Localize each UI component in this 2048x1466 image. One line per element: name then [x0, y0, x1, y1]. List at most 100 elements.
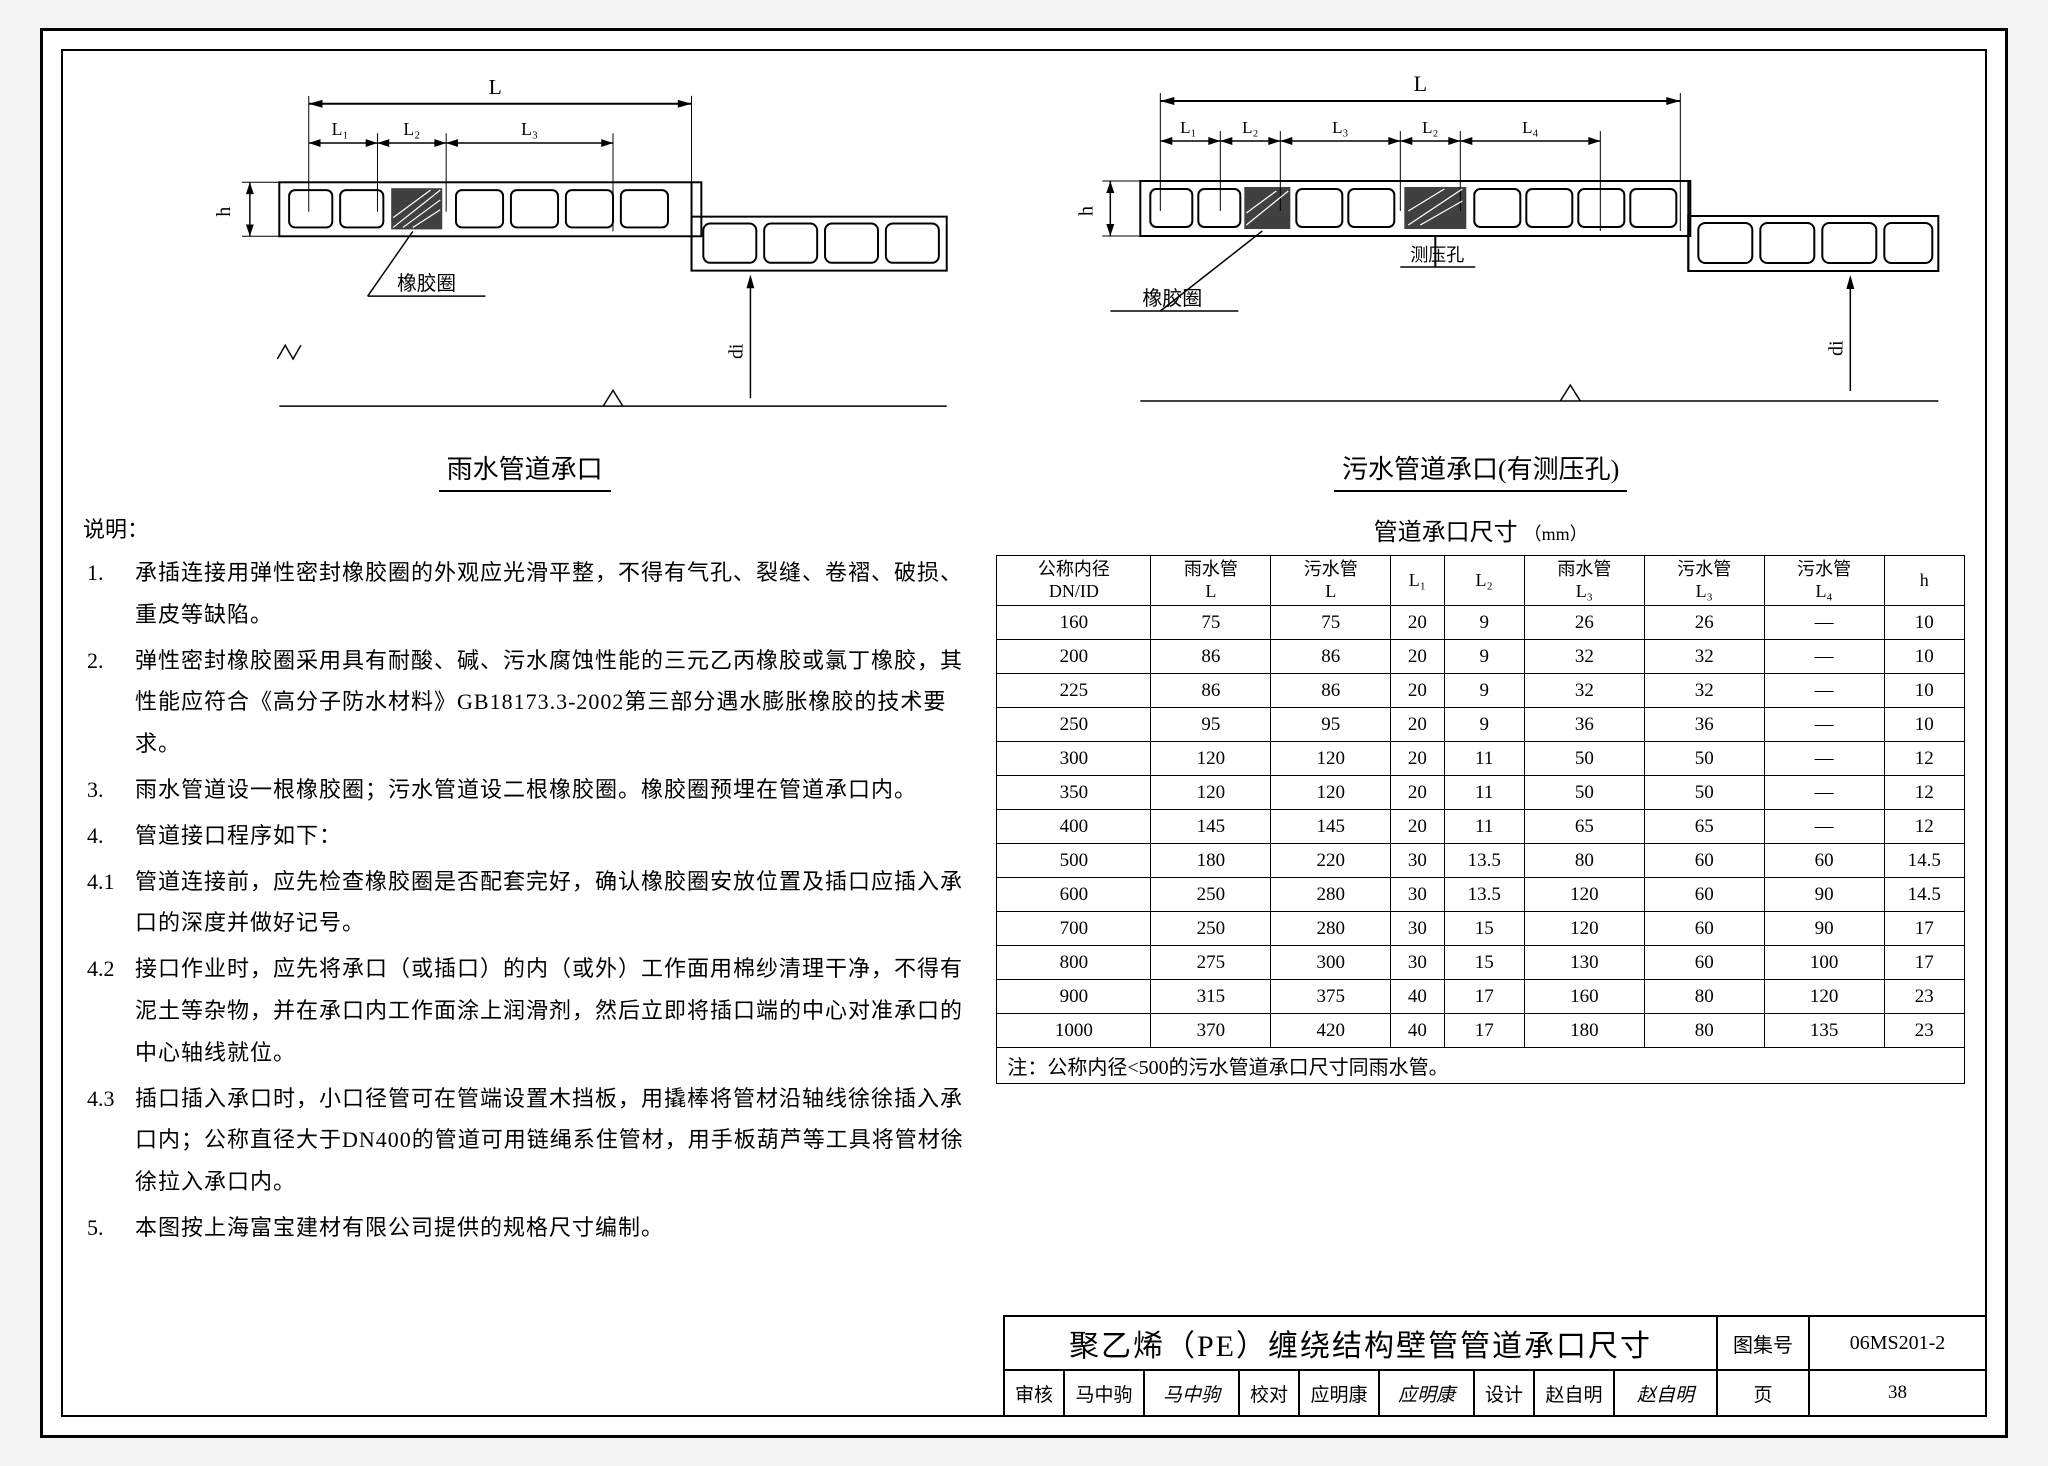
table-cell: 20 [1391, 810, 1444, 844]
design-sign: 赵自明 [1615, 1371, 1718, 1415]
note-text: 承插连接用弹性密封橡胶圈的外观应光滑平整，不得有气孔、裂缝、卷褶、破损、重皮等缺… [135, 552, 966, 636]
sewage-pipe-diagram: L [996, 61, 1965, 441]
table-row: 80027530030151306010017 [997, 946, 1965, 980]
table-cell: 65 [1524, 810, 1644, 844]
table-cell: 75 [1151, 606, 1271, 640]
page-label: 页 [1718, 1371, 1810, 1415]
table-cell: 30 [1391, 844, 1444, 878]
table-cell: 420 [1271, 1014, 1391, 1048]
table-cell: 10 [1884, 674, 1964, 708]
table-cell: 200 [997, 640, 1151, 674]
table-cell: 32 [1644, 640, 1764, 674]
table-cell: 250 [1151, 912, 1271, 946]
note-text: 本图按上海富宝建材有限公司提供的规格尺寸编制。 [135, 1207, 966, 1249]
svg-text:橡胶圈: 橡胶圈 [1143, 287, 1203, 310]
note-text: 插口插入承口时，小口径管可在管端设置木挡板，用撬棒将管材沿轴线徐徐插入承口内；公… [135, 1078, 966, 1203]
table-row: 30012012020115050—12 [997, 742, 1965, 776]
table-cell: 26 [1644, 606, 1764, 640]
table-cell: 30 [1391, 946, 1444, 980]
table-cell: — [1764, 708, 1884, 742]
table-cell: 900 [997, 980, 1151, 1014]
note-number: 3. [87, 769, 135, 811]
table-cell: 86 [1151, 674, 1271, 708]
note-item: 4.2接口作业时，应先将承口（或插口）的内（或外）工作面用棉纱清理干净，不得有泥… [87, 948, 966, 1073]
proof-sign: 应明康 [1380, 1371, 1475, 1415]
table-cell: 100 [1764, 946, 1884, 980]
table-cell: 130 [1524, 946, 1644, 980]
page-frame: L L₁ L₂ [40, 28, 2008, 1438]
review-sign: 马中驹 [1145, 1371, 1240, 1415]
table-cell: 180 [1524, 1014, 1644, 1048]
table-cell: 9 [1444, 674, 1524, 708]
table-row: 6002502803013.5120609014.5 [997, 878, 1965, 912]
note-text: 管道接口程序如下： [135, 815, 966, 857]
table-cell: 180 [1151, 844, 1271, 878]
table-cell: 160 [1524, 980, 1644, 1014]
table-cell: 90 [1764, 912, 1884, 946]
table-cell: 300 [1271, 946, 1391, 980]
table-footnote-row: 注：公称内径<500的污水管道承口尺寸同雨水管。 [997, 1048, 1965, 1084]
right-column: L [986, 61, 1965, 1305]
table-cell: 80 [1644, 980, 1764, 1014]
table-title-text: 管道承口尺寸 [1374, 520, 1518, 546]
table-cell: 86 [1271, 674, 1391, 708]
table-cell: 40 [1391, 980, 1444, 1014]
design-label: 设计 [1475, 1371, 1535, 1415]
notes-list: 1.承插连接用弹性密封橡胶圈的外观应光滑平整，不得有气孔、裂缝、卷褶、破损、重皮… [83, 552, 966, 1249]
table-cell: — [1764, 776, 1884, 810]
svg-text:L₃: L₃ [521, 119, 538, 139]
table-cell: — [1764, 640, 1884, 674]
table-cell: 17 [1444, 980, 1524, 1014]
rain-diagram-caption: 雨水管道承口 [439, 449, 611, 492]
note-item: 4.管道接口程序如下： [87, 815, 966, 857]
table-cell: 17 [1884, 946, 1964, 980]
note-item: 4.1管道连接前，应先检查橡胶圈是否配套完好，确认橡胶圈安放位置及插口应插入承口… [87, 861, 966, 945]
svg-text:L₂: L₂ [403, 119, 420, 139]
table-cell: 30 [1391, 878, 1444, 912]
table-cell: 23 [1884, 1014, 1964, 1048]
table-cell: 20 [1391, 742, 1444, 776]
table-cell: 9 [1444, 606, 1524, 640]
note-item: 1.承插连接用弹性密封橡胶圈的外观应光滑平整，不得有气孔、裂缝、卷褶、破损、重皮… [87, 552, 966, 636]
atlas-label: 图集号 [1718, 1317, 1810, 1369]
note-number: 4.2 [87, 948, 135, 1073]
drawing-title: 聚乙烯（PE）缠绕结构壁管管道承口尺寸 [1005, 1317, 1718, 1369]
table-cell: 32 [1524, 640, 1644, 674]
table-cell: 50 [1524, 776, 1644, 810]
table-cell: 350 [997, 776, 1151, 810]
table-cell: 145 [1271, 810, 1391, 844]
table-cell: 75 [1271, 606, 1391, 640]
table-row: 100037042040171808013523 [997, 1014, 1965, 1048]
table-cell: 120 [1151, 742, 1271, 776]
table-cell: 400 [997, 810, 1151, 844]
svg-text:L₄: L₄ [1523, 118, 1539, 137]
table-cell: 50 [1524, 742, 1644, 776]
table-row: 16075752092626—10 [997, 606, 1965, 640]
svg-text:L₂: L₂ [1423, 118, 1439, 137]
table-cell: 120 [1151, 776, 1271, 810]
table-cell: 90 [1764, 878, 1884, 912]
table-cell: 15 [1444, 912, 1524, 946]
note-number: 5. [87, 1207, 135, 1249]
table-cell: 32 [1644, 674, 1764, 708]
left-column: L L₁ L₂ [83, 61, 986, 1305]
table-header-row: 公称内径DN/ID 雨水管L 污水管L L₁ L₂ 雨水管L₃ 污水管L₃ 污水… [997, 556, 1965, 606]
svg-text:h: h [1076, 206, 1098, 216]
table-title: 管道承口尺寸 （mm） [996, 512, 1965, 547]
table-cell: 95 [1271, 708, 1391, 742]
table-cell: 120 [1271, 742, 1391, 776]
table-cell: 15 [1444, 946, 1524, 980]
table-cell: 36 [1524, 708, 1644, 742]
table-cell: 120 [1271, 776, 1391, 810]
table-cell: 80 [1644, 1014, 1764, 1048]
note-item: 4.3插口插入承口时，小口径管可在管端设置木挡板，用撬棒将管材沿轴线徐徐插入承口… [87, 1078, 966, 1203]
design-name: 赵自明 [1535, 1371, 1615, 1415]
table-row: 90031537540171608012023 [997, 980, 1965, 1014]
note-number: 1. [87, 552, 135, 636]
table-cell: 80 [1524, 844, 1644, 878]
svg-text:L₁: L₁ [332, 119, 349, 139]
table-cell: — [1764, 606, 1884, 640]
table-cell: 500 [997, 844, 1151, 878]
table-cell: 36 [1644, 708, 1764, 742]
table-cell: 220 [1271, 844, 1391, 878]
